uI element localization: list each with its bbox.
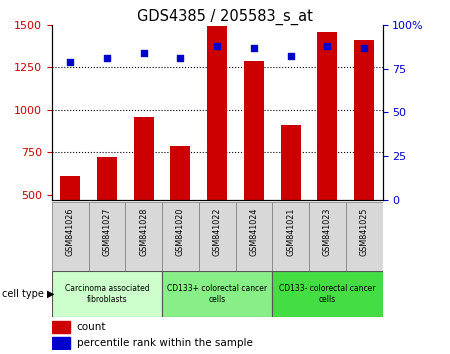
- Text: GSM841025: GSM841025: [360, 207, 369, 256]
- Bar: [125, 202, 162, 271]
- Text: GSM841022: GSM841022: [212, 207, 221, 256]
- Point: [177, 55, 184, 61]
- Point: [140, 50, 147, 56]
- Bar: [309, 202, 346, 271]
- Bar: [199, 202, 235, 271]
- Point: [324, 43, 331, 48]
- Bar: [317, 32, 338, 280]
- Point: [213, 43, 220, 48]
- Text: GSM841020: GSM841020: [176, 207, 185, 256]
- Text: percentile rank within the sample: percentile rank within the sample: [76, 338, 252, 348]
- Text: GSM841024: GSM841024: [249, 207, 258, 256]
- Bar: [60, 176, 80, 280]
- Text: count: count: [76, 322, 106, 332]
- Text: cell type ▶: cell type ▶: [2, 289, 55, 299]
- Text: CD133+ colorectal cancer
cells: CD133+ colorectal cancer cells: [167, 284, 267, 303]
- Text: Carcinoma associated
fibroblasts: Carcinoma associated fibroblasts: [64, 284, 149, 303]
- Bar: [52, 271, 162, 317]
- Text: GSM841023: GSM841023: [323, 207, 332, 256]
- Bar: [170, 145, 190, 280]
- Bar: [346, 202, 382, 271]
- Text: GDS4385 / 205583_s_at: GDS4385 / 205583_s_at: [137, 9, 313, 25]
- Text: CD133- colorectal cancer
cells: CD133- colorectal cancer cells: [279, 284, 376, 303]
- Bar: [244, 61, 264, 280]
- Point: [67, 59, 74, 64]
- Bar: [354, 40, 374, 280]
- Point: [287, 53, 294, 59]
- Bar: [272, 271, 382, 317]
- Bar: [89, 202, 125, 271]
- Point: [250, 45, 257, 50]
- Text: GSM841027: GSM841027: [103, 207, 112, 256]
- Bar: [207, 27, 227, 280]
- Bar: [52, 337, 70, 349]
- Point: [103, 55, 111, 61]
- Bar: [52, 321, 70, 333]
- Bar: [235, 202, 272, 271]
- Bar: [97, 158, 117, 280]
- Text: GSM841028: GSM841028: [139, 207, 148, 256]
- Bar: [280, 125, 301, 280]
- Text: GSM841026: GSM841026: [66, 207, 75, 256]
- Bar: [272, 202, 309, 271]
- Text: GSM841021: GSM841021: [286, 207, 295, 256]
- Bar: [162, 202, 199, 271]
- Bar: [162, 271, 272, 317]
- Bar: [134, 117, 154, 280]
- Bar: [52, 202, 89, 271]
- Point: [360, 45, 368, 50]
